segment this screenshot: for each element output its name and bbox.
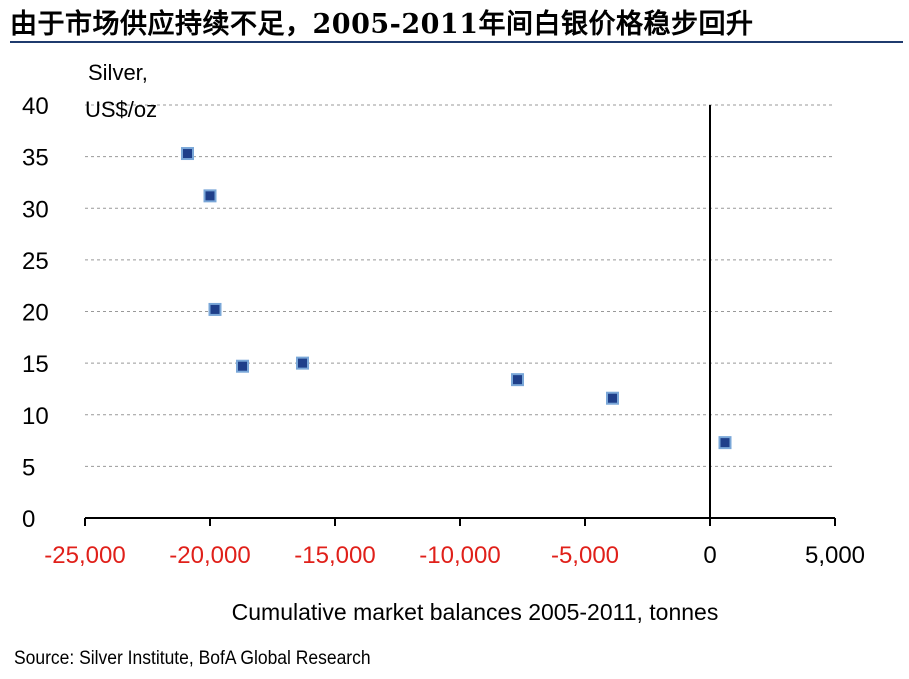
x-tick-label: -15,000 (294, 542, 375, 569)
title-underline (10, 41, 903, 43)
data-points (181, 147, 732, 450)
y-tick-labels: 0 5 10 15 20 25 30 35 40 (22, 93, 49, 533)
x-tick-label: -20,000 (169, 542, 250, 569)
y-tick-label: 40 (22, 93, 49, 120)
scatter-chart: 0 5 10 15 20 25 30 35 40 -25,000 -20,000 -15,000 -1… (22, 60, 865, 625)
data-point-4 (296, 356, 309, 370)
source-note: Source: Silver Institute, BofA Global Re… (14, 648, 371, 669)
y-tick-label: 25 (22, 248, 49, 275)
y-axis-label-line-2: US$/oz (85, 97, 157, 122)
y-tick-label: 5 (22, 454, 35, 481)
y-tick-label: 10 (22, 403, 49, 430)
x-tick-labels: -25,000 -20,000 -15,000 -10,000 -5,000 0 5,000 (44, 542, 865, 569)
y-tick-label: 15 (22, 351, 49, 378)
grid-lines (85, 104, 835, 467)
x-tick-label: 5,000 (805, 542, 865, 569)
x-tick-label: -5,000 (551, 542, 619, 569)
data-point-1 (718, 436, 732, 450)
axes (84, 105, 836, 526)
data-point-8 (181, 147, 194, 161)
x-tick-label: -10,000 (419, 542, 500, 569)
x-tick-label: -25,000 (44, 542, 125, 569)
y-tick-label: 30 (22, 196, 49, 223)
data-point-3 (511, 373, 524, 387)
x-tick-label: 0 (703, 542, 716, 569)
x-axis-label: Cumulative market balances 2005-2011, to… (232, 599, 719, 625)
data-point-6 (208, 302, 222, 316)
chart-title: 由于市场供应持续不足，2005-2011年间白银价格稳步回升 (10, 9, 754, 40)
data-point-2 (606, 391, 619, 405)
y-tick-label: 35 (22, 145, 49, 172)
y-axis-label-line-1: Silver, (88, 60, 148, 85)
data-point-7 (203, 189, 217, 203)
y-tick-label: 0 (22, 506, 35, 533)
y-tick-label: 20 (22, 300, 49, 327)
data-point-5 (236, 359, 249, 373)
